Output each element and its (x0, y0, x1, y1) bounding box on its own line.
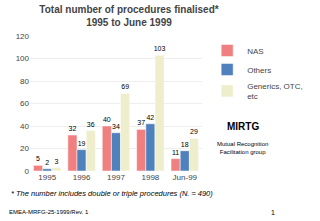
svg-text:103: 103 (154, 45, 166, 52)
svg-text:EMEA-MRFG-25-1999/Rev. 1: EMEA-MRFG-25-1999/Rev. 1 (9, 209, 89, 215)
svg-text:1: 1 (271, 209, 275, 216)
svg-text:Jun-99: Jun-99 (173, 173, 198, 182)
svg-text:120: 120 (16, 32, 30, 41)
svg-text:100: 100 (16, 54, 30, 63)
svg-text:0: 0 (25, 167, 30, 176)
svg-text:MIRTG: MIRTG (227, 121, 259, 132)
svg-text:36: 36 (87, 121, 95, 128)
svg-text:69: 69 (121, 83, 129, 90)
svg-text:1995: 1995 (38, 173, 56, 182)
svg-text:37: 37 (137, 119, 145, 126)
svg-text:29: 29 (190, 128, 198, 135)
svg-text:42: 42 (146, 114, 154, 121)
svg-text:1997: 1997 (107, 173, 125, 182)
svg-text:Mutual RecognitionFacilitation: Mutual RecognitionFacilitation group (217, 141, 268, 155)
svg-text:1996: 1996 (73, 173, 91, 182)
svg-text:5: 5 (36, 155, 40, 162)
svg-text:NAS: NAS (247, 47, 263, 56)
svg-text:32: 32 (68, 125, 76, 132)
svg-text:* The number includes double o: * The number includes double or triple p… (11, 189, 213, 198)
svg-text:34: 34 (112, 123, 120, 130)
svg-text:2: 2 (45, 159, 49, 166)
svg-text:80: 80 (20, 77, 29, 86)
svg-text:3: 3 (54, 158, 58, 165)
svg-text:60: 60 (20, 99, 29, 108)
svg-text:Others: Others (247, 66, 271, 75)
svg-text:Generics, OTC,etc: Generics, OTC,etc (247, 82, 303, 101)
svg-text:20: 20 (20, 144, 29, 153)
svg-text:11: 11 (172, 149, 179, 156)
svg-text:Total number of procedures fin: Total number of procedures finalised*199… (39, 4, 218, 28)
svg-text:1998: 1998 (142, 173, 160, 182)
svg-text:40: 40 (20, 122, 29, 131)
svg-text:19: 19 (78, 140, 86, 147)
svg-text:18: 18 (181, 141, 189, 148)
svg-text:40: 40 (103, 116, 111, 123)
